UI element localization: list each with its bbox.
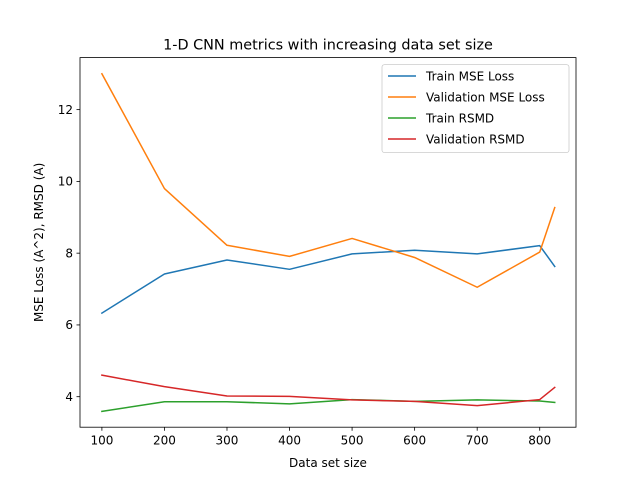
x-axis-label: Data set size [289,456,367,470]
x-tick-label: 500 [341,434,364,448]
series-line-4 [101,374,556,407]
plot-frame [79,57,577,428]
y-tick-label: 10 [58,175,73,189]
y-tick-label: 6 [65,318,73,332]
legend-box [381,64,570,153]
series-line-2 [100,72,556,288]
y-axis: 4 6 8 10 12 [58,103,80,404]
x-tick-label: 200 [153,434,176,448]
legend-label: Train RSMD [425,111,494,125]
legend: Train MSE Loss Validation MSE Loss Train R… [381,64,570,153]
x-tick-label: 400 [278,434,301,448]
y-tick-label: 4 [65,390,73,404]
series-layer [100,72,556,413]
series-line-1 [100,244,556,315]
legend-label: Validation MSE Loss [426,90,545,104]
legend-label: Validation RSMD [426,132,525,146]
x-axis: 100 200 300 400 500 600 700 800 [90,427,551,448]
x-tick-label: 700 [466,434,489,448]
y-tick-label: 8 [65,246,73,260]
chart-title: 1-D CNN metrics with increasing data set… [163,38,493,54]
x-tick-label: 300 [216,434,239,448]
x-tick-label: 800 [528,434,551,448]
x-tick-label: 100 [90,434,113,448]
legend-label: Train MSE Loss [425,69,514,83]
y-tick-label: 12 [58,103,73,117]
x-tick-label: 600 [403,434,426,448]
y-axis-label: MSE Loss (A^2), RMSD (A) [32,163,46,322]
